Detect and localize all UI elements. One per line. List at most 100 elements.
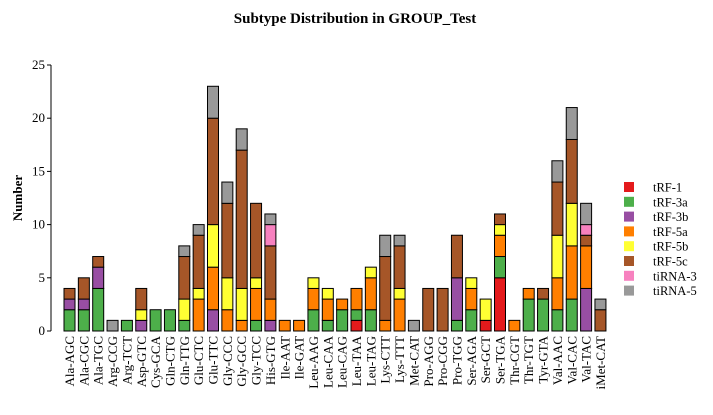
bar-stack	[580, 202, 593, 332]
bar-segment-trf-3b	[580, 287, 593, 332]
bar-segment-tirna-5	[580, 202, 593, 226]
bar-stack	[307, 277, 320, 332]
legend-label: tRF-3a	[653, 195, 688, 209]
bar-stack	[207, 85, 219, 332]
bar-stack	[178, 245, 191, 332]
bar-segment-trf-5a	[250, 287, 263, 321]
legend: tRF-1tRF-3atRF-3btRF-5atRF-5btRF-5ctiRNA…	[624, 181, 697, 298]
bar-segment-trf-5b	[364, 266, 377, 279]
x-tick-label: Leu-TAG	[363, 336, 378, 386]
bar-stack	[494, 213, 506, 332]
y-tick-label: 15	[32, 163, 45, 178]
bar-segment-trf-1	[479, 319, 492, 332]
bar-segment-trf-5c	[250, 202, 263, 279]
bar-segment-tirna-5	[407, 319, 420, 332]
legend-swatch	[624, 211, 634, 222]
x-tick-label: Leu-CAA	[320, 335, 335, 388]
legend-swatch	[624, 256, 634, 266]
bar-segment-trf-5c	[393, 245, 406, 289]
x-tick-label: Leu-TAA	[349, 335, 364, 386]
bar-segment-trf-3a	[250, 319, 263, 332]
chart-title: Subtype Distribution in GROUP_Test	[234, 11, 476, 27]
x-tick-label: Gly-GCC	[234, 336, 249, 387]
x-tick-label: Ser-TGA	[493, 335, 508, 384]
bar-segment-trf-5a	[565, 245, 578, 300]
bar-segment-trf-5c	[580, 234, 593, 247]
bar-segment-trf-5a	[192, 298, 205, 332]
legend-swatch	[624, 241, 634, 252]
x-tick-label: Val-TAC	[579, 336, 594, 383]
x-tick-label: Ala-CGC	[76, 336, 91, 386]
bar-segment-trf-3a	[63, 309, 76, 332]
bar-segment-tirna-5	[565, 107, 578, 140]
bar-segment-trf-5a	[278, 319, 291, 332]
bar-segment-trf-5c	[207, 117, 219, 226]
bar-stack	[278, 319, 291, 332]
bar-segment-trf-3a	[364, 309, 377, 332]
x-tick-label: Arg-TCT	[119, 336, 134, 385]
x-tick-label: Asp-GTC	[134, 336, 149, 387]
bar-stack	[120, 319, 133, 332]
bar-stack	[135, 287, 148, 332]
bar-segment-tirna-5	[264, 213, 277, 226]
x-tick-label: Ile-AAT	[277, 336, 292, 379]
bar-segment-trf-5c	[192, 234, 205, 289]
bar-segment-trf-5c	[422, 287, 435, 332]
bar-stack	[221, 181, 234, 332]
legend-label: tRF-3b	[653, 210, 688, 224]
legend-swatch	[624, 270, 634, 281]
bars	[63, 85, 607, 332]
x-tick-label: Pro-CGG	[435, 336, 450, 386]
bar-segment-trf-5b	[250, 277, 263, 289]
bar-segment-trf-5b	[307, 277, 320, 289]
legend-swatch	[624, 285, 634, 296]
x-tick-label: Glu-TTC	[206, 336, 221, 384]
bar-segment-trf-3b	[135, 319, 148, 332]
bar-stack	[293, 319, 306, 332]
bar-segment-trf-3a	[178, 319, 191, 332]
bar-stack	[149, 309, 162, 332]
bar-segment-trf-5a	[379, 319, 392, 332]
y-tick-label: 0	[39, 323, 46, 338]
bar-segment-trf-5a	[522, 287, 535, 300]
bar-stack	[450, 234, 463, 332]
bar-stack	[508, 319, 521, 332]
y-axis: 0 5 10 15 20 25	[32, 57, 52, 338]
bar-stack	[436, 287, 449, 332]
bar-segment-trf-5b	[551, 234, 564, 279]
bar-segment-trf-5a	[207, 266, 219, 311]
bar-segment-trf-5c	[92, 256, 105, 268]
x-tick-label: Gln-CTG	[162, 336, 177, 386]
bar-segment-trf-5b	[565, 202, 578, 247]
bar-stack	[92, 256, 105, 332]
bar-stack	[77, 277, 90, 332]
y-tick-label: 10	[32, 217, 45, 232]
bar-segment-trf-5a	[264, 298, 277, 321]
bar-segment-trf-5b	[465, 277, 478, 289]
bar-segment-trf-3a	[321, 319, 334, 332]
bar-segment-trf-3a	[465, 309, 478, 332]
bar-stack	[364, 266, 377, 332]
bar-stack	[336, 298, 349, 332]
legend-item: tRF-5a	[624, 225, 688, 239]
bar-segment-trf-3b	[77, 298, 90, 311]
legend-item: tRF-3a	[624, 195, 688, 209]
bar-segment-tirna-5	[379, 234, 392, 258]
legend-item: tiRNA-3	[624, 269, 697, 283]
bar-segment-trf-5a	[350, 287, 363, 311]
x-tick-label: His-GTG	[263, 336, 278, 385]
x-tick-label: Pro-AGG	[421, 336, 436, 387]
bar-segment-tirna-5	[178, 245, 191, 258]
legend-swatch	[624, 196, 634, 207]
x-tick-label: Leu-CAG	[335, 336, 350, 388]
x-tick-label: iMet-CAT	[593, 336, 608, 390]
bar-segment-trf-5c	[450, 234, 463, 279]
bar-stack	[250, 202, 263, 332]
x-tick-label: Gln-TTG	[177, 336, 192, 385]
bar-segment-trf-1	[350, 319, 363, 332]
legend-label: tRF-5b	[653, 240, 688, 254]
legend-label: tRF-5a	[653, 225, 688, 239]
bar-segment-trf-5b	[135, 309, 148, 321]
legend-item: tiRNA-5	[624, 284, 697, 298]
x-tick-label: Pro-TGG	[449, 336, 464, 385]
